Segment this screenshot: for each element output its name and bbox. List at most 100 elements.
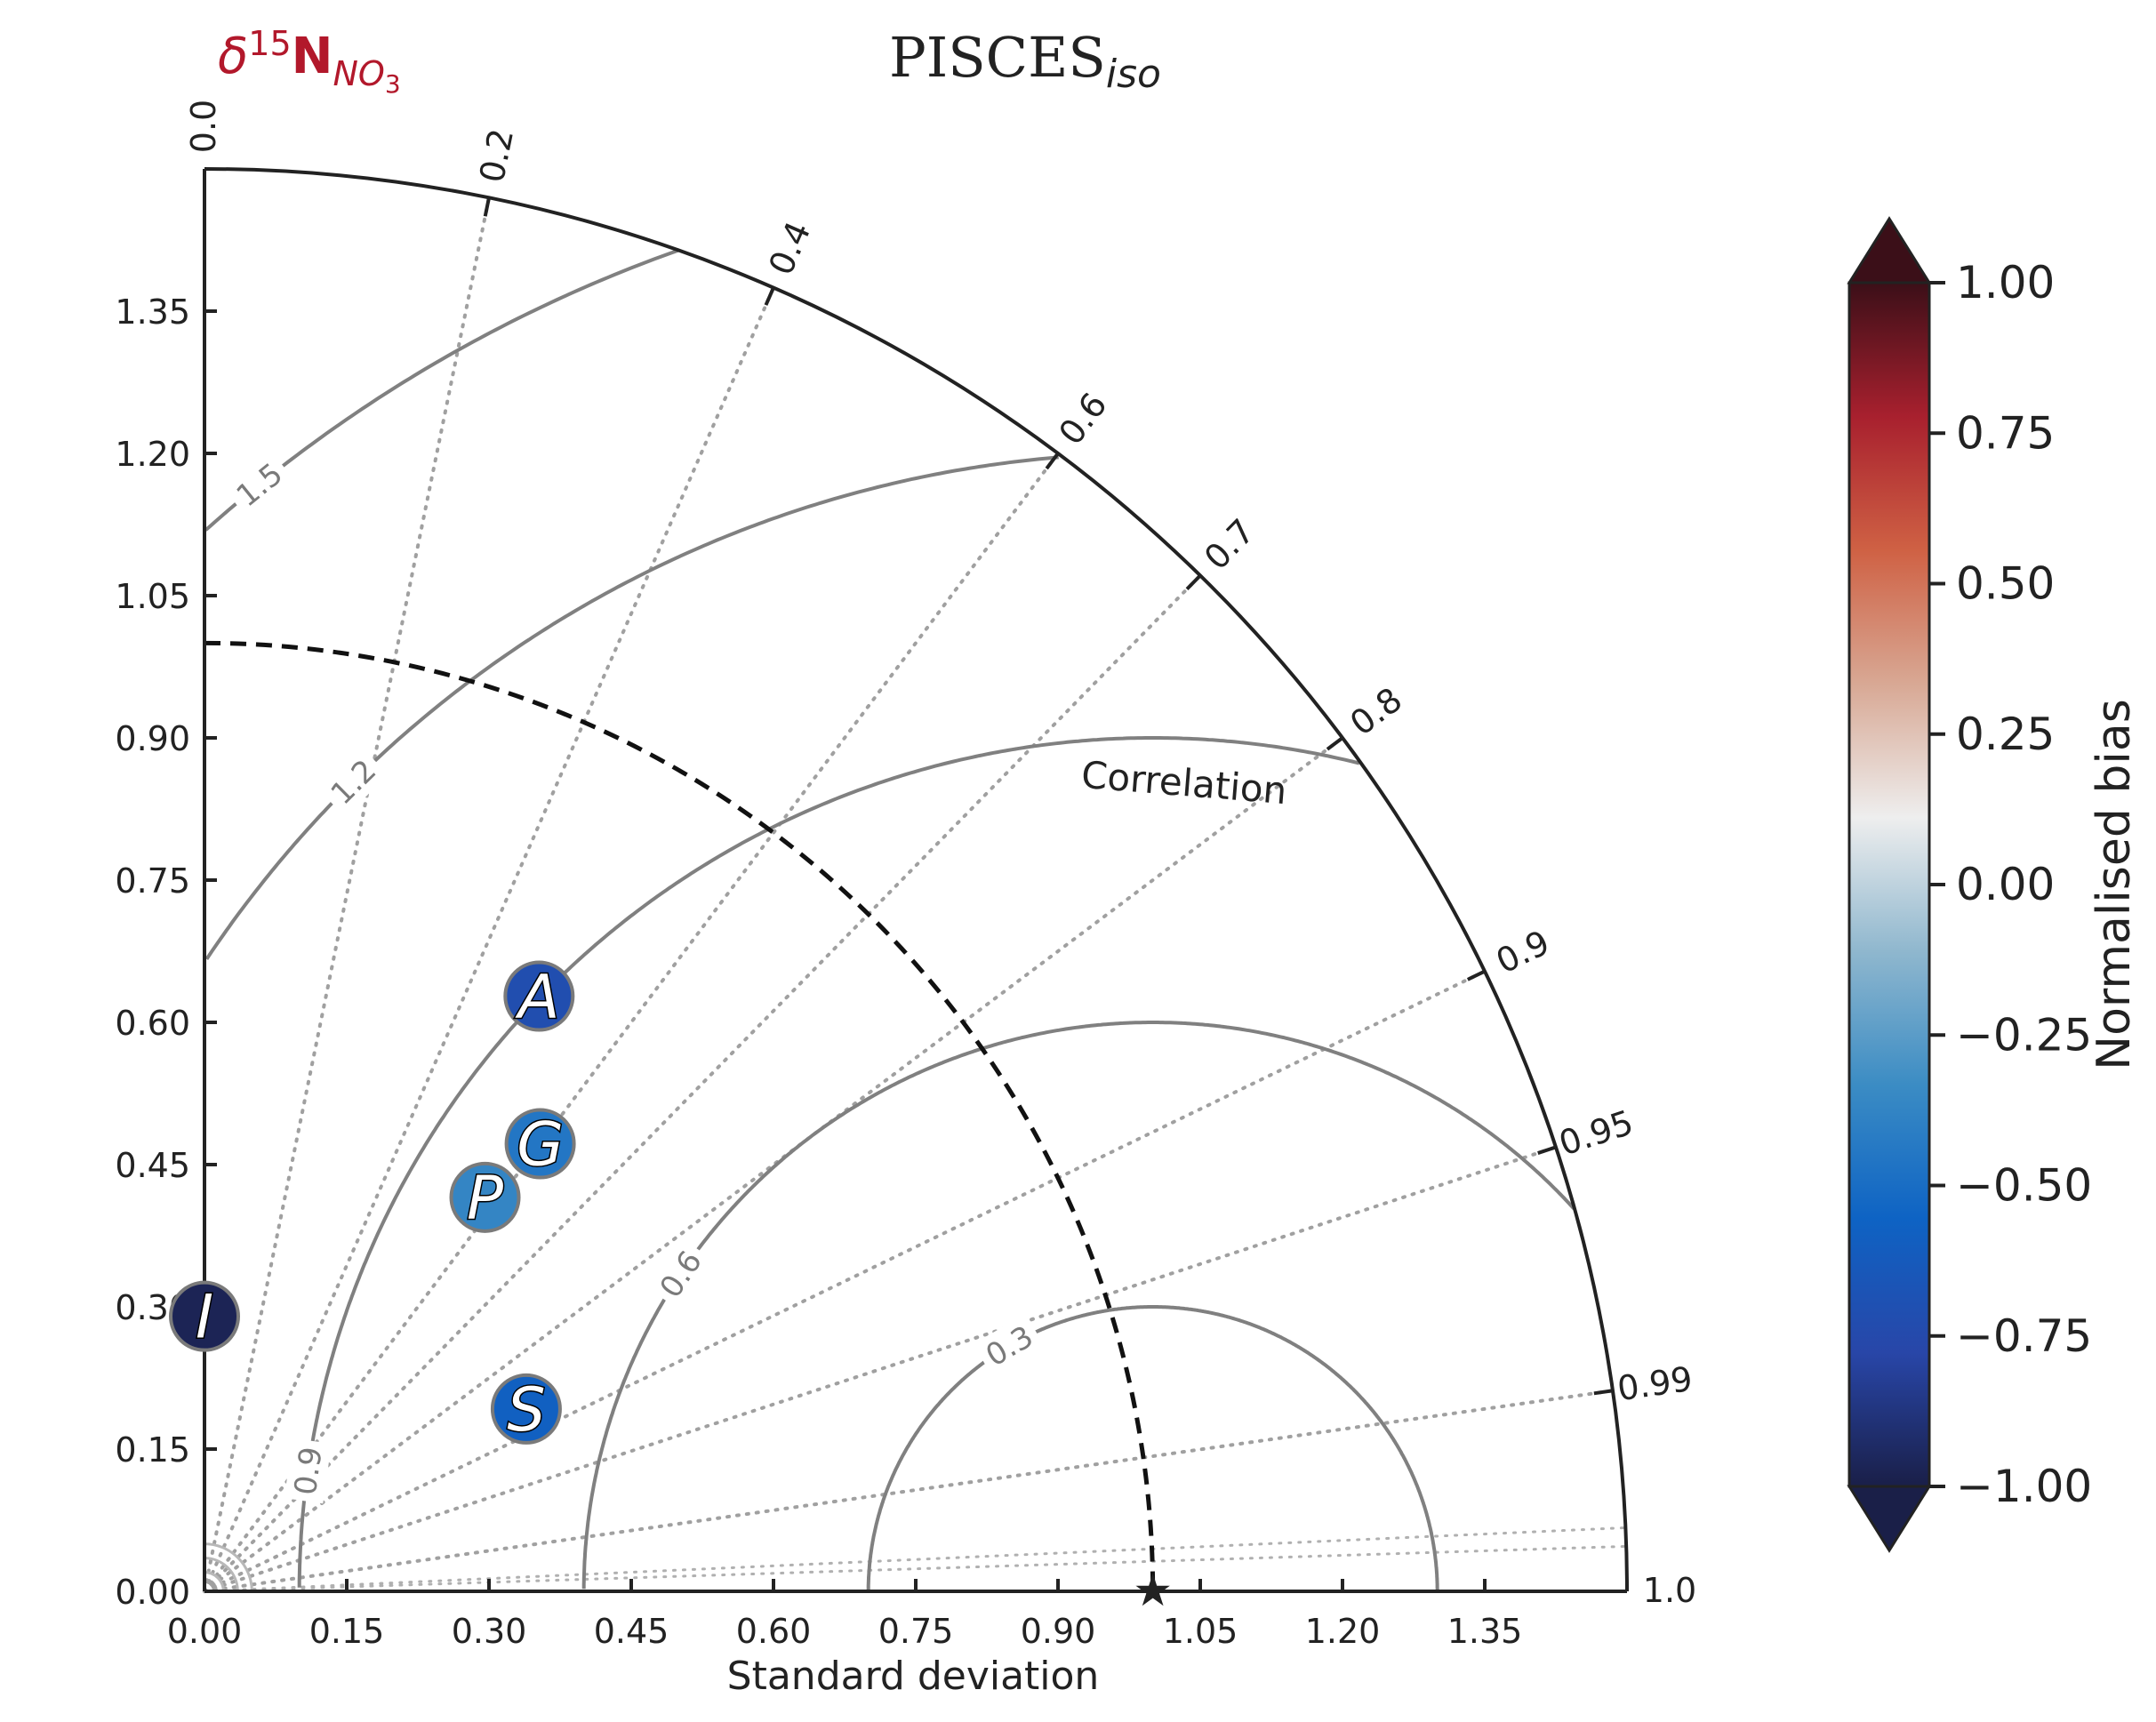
colorbar-tick-label: 0.50 bbox=[1956, 558, 2055, 610]
correlation-axis-label: Correlation bbox=[1079, 753, 1288, 813]
correlation-tick-label: 1.0 bbox=[1643, 1571, 1696, 1610]
correlation-tick bbox=[1537, 1145, 1557, 1155]
correlation-gridline bbox=[203, 969, 1487, 1593]
variable-sub-subscript: 3 bbox=[385, 69, 401, 99]
model-point-label: I bbox=[196, 1283, 213, 1353]
y-tick-label: 0.15 bbox=[115, 1430, 190, 1470]
correlation-gridline bbox=[203, 1145, 1558, 1593]
correlation-tick-label: 0.2 bbox=[472, 125, 521, 186]
x-tick-label: 0.00 bbox=[167, 1612, 243, 1651]
correlation-gridline bbox=[203, 1544, 1628, 1593]
correlation-tick bbox=[1185, 573, 1202, 591]
model-point-marker bbox=[504, 1108, 576, 1180]
model-point-label: A bbox=[515, 963, 560, 1033]
model-point-label: G bbox=[517, 1110, 564, 1181]
correlation-tick-label: 0.99 bbox=[1615, 1359, 1695, 1408]
outer-correlation-arc bbox=[204, 167, 1629, 1592]
reference-star: ★ bbox=[1133, 1565, 1173, 1616]
rms-label-bg bbox=[973, 1313, 1046, 1378]
plot-area: 0.30.60.91.21.50.000.000.150.150.300.300… bbox=[115, 100, 1696, 1651]
y-tick-label: 1.35 bbox=[115, 292, 190, 332]
model-point-marker bbox=[449, 1161, 521, 1233]
model-point-marker bbox=[169, 1280, 240, 1352]
chart-title-main: PISCES bbox=[889, 25, 1106, 90]
correlation-tick bbox=[1466, 969, 1486, 981]
colorbar-tick-label: 0.00 bbox=[1956, 859, 2055, 910]
correlation-tick-label: 0.95 bbox=[1554, 1102, 1638, 1163]
y-tick-label: 1.05 bbox=[115, 577, 190, 616]
y-tick-label: 0.90 bbox=[115, 719, 190, 758]
correlation-gridline bbox=[203, 573, 1202, 1593]
x-tick-label: 1.05 bbox=[1163, 1612, 1238, 1651]
correlation-tick-label: 0.8 bbox=[1342, 680, 1409, 743]
y-tick-label: 0.45 bbox=[115, 1146, 190, 1185]
chart-title-subscript: iso bbox=[1106, 52, 1161, 97]
x-tick-label: 0.15 bbox=[309, 1612, 385, 1651]
colorbar-tick-label: −0.50 bbox=[1956, 1160, 2092, 1212]
correlation-gridline bbox=[203, 1526, 1627, 1593]
colorbar-tick-label: 1.00 bbox=[1956, 257, 2055, 308]
colorbar-extend-min bbox=[1847, 1485, 1932, 1553]
colorbar-tick-label: −0.75 bbox=[1956, 1310, 2092, 1362]
origin-grid-arc bbox=[204, 1542, 253, 1592]
correlation-gridline bbox=[203, 285, 775, 1593]
correlation-gridline bbox=[203, 736, 1344, 1593]
colorbar-extend-max bbox=[1847, 216, 1932, 284]
y-tick-label: 0.00 bbox=[115, 1573, 190, 1612]
colorbar-tick-label: −1.00 bbox=[1956, 1461, 2092, 1512]
colorbar-tick-label: −0.25 bbox=[1956, 1009, 2092, 1061]
model-point-marker bbox=[503, 960, 575, 1032]
variable-delta: δ bbox=[218, 28, 248, 85]
variable-subscript: NO bbox=[333, 54, 385, 93]
colorbar-tick-label: 0.75 bbox=[1956, 407, 2055, 459]
x-tick-label: 0.90 bbox=[1021, 1612, 1096, 1651]
model-point-marker bbox=[490, 1373, 562, 1445]
variable-superscript: 15 bbox=[248, 24, 291, 63]
colorbar: 1.00 0.75 0.50 0.25 0.00 −0.25 −0.50 −0.75 −1.00 bbox=[1847, 216, 2092, 1553]
correlation-tick-label: 0.6 bbox=[1051, 386, 1114, 453]
correlation-tick bbox=[1593, 1389, 1614, 1396]
rms-label: 0.9 bbox=[288, 1445, 330, 1497]
origin-grid-arc bbox=[204, 1557, 239, 1592]
rms-label-bg bbox=[647, 1237, 714, 1310]
x-tick-label: 0.45 bbox=[594, 1612, 669, 1651]
correlation-tick-label: 0.9 bbox=[1490, 923, 1556, 981]
correlation-tick bbox=[1045, 452, 1060, 470]
x-tick-label: 0.30 bbox=[452, 1612, 527, 1651]
rms-contour bbox=[866, 1305, 1439, 1591]
x-tick-label: 1.20 bbox=[1305, 1612, 1381, 1651]
y-tick-label: 0.75 bbox=[115, 861, 190, 901]
x-axis-label: Standard deviation bbox=[727, 1654, 1100, 1699]
colorbar-label: Normalised bias bbox=[2088, 699, 2141, 1070]
rms-label-bg bbox=[317, 746, 389, 817]
rms-label-bg bbox=[223, 450, 295, 519]
correlation-tick bbox=[764, 286, 775, 306]
variable-label: δ15NNO3 bbox=[218, 24, 401, 99]
reference-std-arc bbox=[204, 640, 1156, 1592]
correlation-tick bbox=[1326, 736, 1344, 751]
correlation-gridline bbox=[203, 1389, 1615, 1593]
correlation-tick bbox=[483, 196, 491, 217]
correlation-gridline bbox=[203, 452, 1060, 1593]
correlation-tick-label: 0.4 bbox=[761, 216, 819, 281]
y-tick-label: 1.20 bbox=[115, 435, 190, 474]
correlation-tick-label: 0.0 bbox=[184, 100, 223, 153]
x-tick-label: 1.35 bbox=[1447, 1612, 1523, 1651]
chart-title: PISCESiso bbox=[889, 25, 1161, 97]
model-point-label: P bbox=[467, 1164, 503, 1234]
rms-label-bg bbox=[284, 1438, 332, 1504]
colorbar-tick-label: 0.25 bbox=[1956, 709, 2055, 760]
rms-contour bbox=[581, 1021, 1575, 1590]
colorbar-gradient bbox=[1847, 281, 1931, 1488]
origin-grid-arc bbox=[204, 1571, 225, 1592]
x-tick-label: 0.60 bbox=[736, 1612, 812, 1651]
correlation-gridline bbox=[203, 196, 491, 1593]
correlation-tick-label: 0.7 bbox=[1197, 511, 1262, 577]
variable-main: N bbox=[292, 28, 333, 85]
model-point-label: S bbox=[507, 1375, 545, 1446]
rms-contour bbox=[297, 736, 1360, 1588]
x-tick-label: 0.75 bbox=[878, 1612, 954, 1651]
rms-contour bbox=[204, 455, 1059, 961]
